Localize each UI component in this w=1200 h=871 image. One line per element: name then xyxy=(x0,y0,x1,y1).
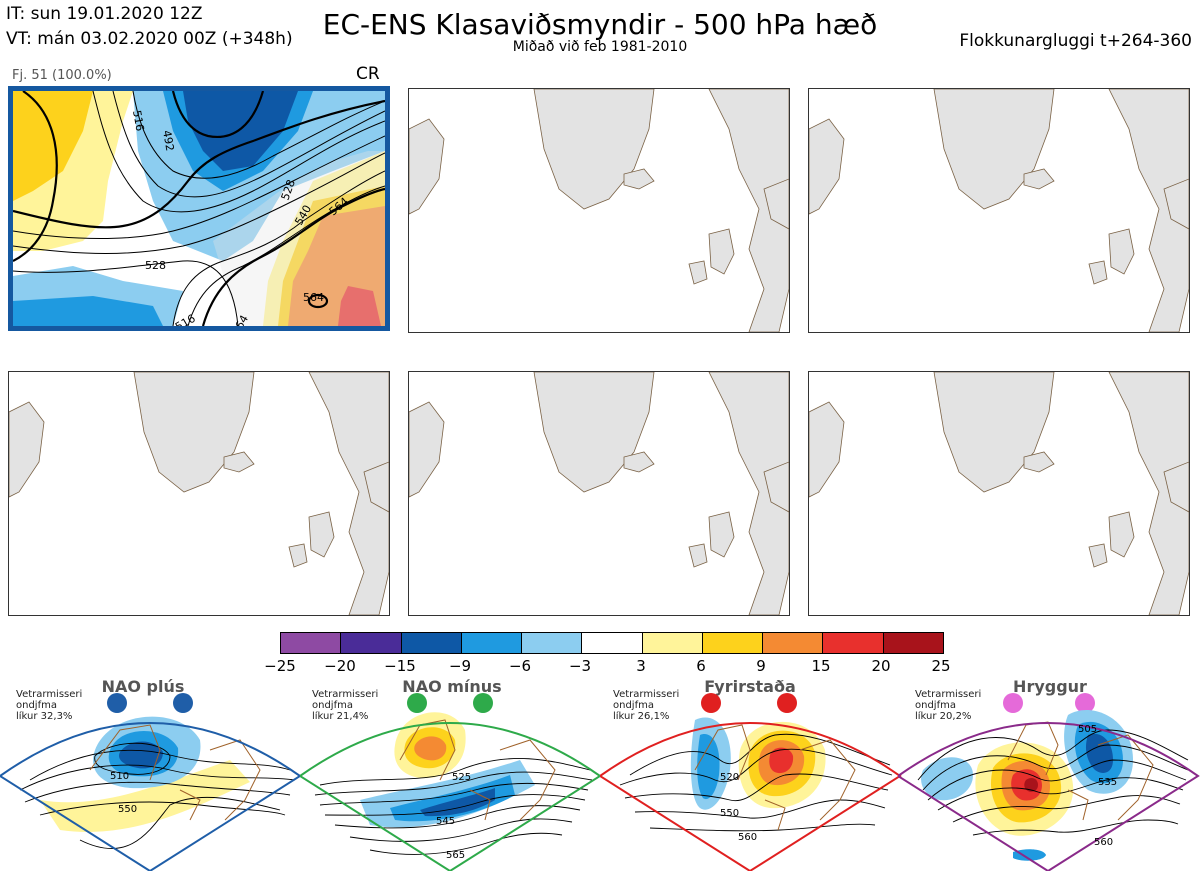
contour-label: 516 xyxy=(173,312,198,326)
contour-label: 535 xyxy=(1098,777,1117,788)
colorbar-label: −15 xyxy=(384,657,416,675)
colorbar-swatch xyxy=(582,633,643,653)
colorbar-swatch xyxy=(642,633,703,653)
regime-name-nao-minus: NAO mínus xyxy=(402,677,502,696)
colorbar-swatch xyxy=(702,633,764,653)
contour-label: 550 xyxy=(720,808,739,819)
page-title: EC-ENS Klasaviðsmyndir - 500 hPa hæð xyxy=(322,8,878,41)
cluster-map-5[interactable] xyxy=(408,371,790,616)
regime-info-line: Vetrarmisseri xyxy=(613,689,680,700)
regime-dot xyxy=(407,693,427,713)
regime-info-line: ondjfma xyxy=(613,700,654,711)
contour-label: 516 xyxy=(130,109,146,132)
member-count-label: Fj. 51 (100.0%) xyxy=(12,68,112,83)
regime-info-line: Vetrarmisseri xyxy=(915,689,982,700)
regime-dot xyxy=(173,693,193,713)
page-subtitle: Miðað við feb 1981-2010 xyxy=(512,39,688,55)
regime-info-line: líkur 20,2% xyxy=(915,711,972,722)
contour-label: 545 xyxy=(436,816,455,827)
colorbar-label: 9 xyxy=(756,657,766,675)
contour-label: 525 xyxy=(452,772,471,783)
regime-dot xyxy=(107,693,127,713)
regime-info-line: ondjfma xyxy=(312,700,353,711)
regime-info-line: Vetrarmisseri xyxy=(312,689,379,700)
regime-info-line: líkur 32,3% xyxy=(16,711,73,722)
regime-name-nao-plus: NAO plús xyxy=(101,677,185,696)
regime-info-line: ondjfma xyxy=(16,700,57,711)
colorbar-label: −25 xyxy=(264,657,296,675)
colorbar-label: 20 xyxy=(871,657,891,675)
regime-info-nao-plus: Vetrarmisseri ondjfma líkur 32,3% xyxy=(16,689,82,722)
regime-name-blocking: Fyrirstaða xyxy=(704,677,796,696)
colorbar-label: 15 xyxy=(811,657,831,675)
colorbar-swatch xyxy=(763,633,824,653)
basemap xyxy=(409,89,789,332)
contour-label: 528 xyxy=(145,259,166,272)
basemap xyxy=(809,89,1189,332)
basemap xyxy=(409,372,789,615)
colorbar-label: −3 xyxy=(568,657,592,675)
contour-label: 564 xyxy=(303,291,324,304)
contour-label: 560 xyxy=(738,832,757,843)
regime-code-label: CR xyxy=(356,64,380,84)
contour-label: 565 xyxy=(446,850,465,861)
colorbar-label: −6 xyxy=(508,657,532,675)
contour-label: 550 xyxy=(118,804,137,815)
initial-time: IT: sun 19.01.2020 12Z xyxy=(6,4,203,24)
regime-map-blocking[interactable]: 520 550 560 xyxy=(600,690,902,871)
colorbar xyxy=(280,632,944,654)
regime-dot xyxy=(701,693,721,713)
regime-dot xyxy=(1075,693,1095,713)
basemap xyxy=(9,372,389,615)
cluster-map-3[interactable] xyxy=(808,88,1190,333)
colorbar-swatch xyxy=(883,633,943,653)
colorbar-swatch xyxy=(341,633,402,653)
contour-label: 560 xyxy=(1094,837,1113,848)
regime-map-nao-plus[interactable]: 510 550 xyxy=(0,690,302,871)
colorbar-label: 6 xyxy=(696,657,706,675)
colorbar-label: 25 xyxy=(931,657,951,675)
colorbar-swatch xyxy=(823,633,884,653)
regime-info-line: ondjfma xyxy=(915,700,956,711)
cluster-map-1[interactable]: 516 492 528 540 564 528 564 516 564 xyxy=(8,86,390,331)
regime-map-nao-minus[interactable]: 525 545 565 xyxy=(300,690,602,871)
regime-dot xyxy=(1003,693,1023,713)
cluster-map-1-svg: 516 492 528 540 564 528 564 516 564 xyxy=(13,91,385,326)
colorbar-label: 3 xyxy=(636,657,646,675)
contour-label: 510 xyxy=(110,771,129,782)
cluster-map-6[interactable] xyxy=(808,371,1190,616)
regime-map-ridge[interactable]: 505 535 560 xyxy=(898,690,1200,871)
contour-label: 505 xyxy=(1078,724,1097,735)
colorbar-swatch xyxy=(401,633,462,653)
valid-time: VT: mán 03.02.2020 00Z (+348h) xyxy=(6,29,293,49)
regime-info-line: Vetrarmisseri xyxy=(16,689,83,700)
cluster-map-4[interactable] xyxy=(8,371,390,616)
regime-info-nao-minus: Vetrarmisseri ondjfma líkur 21,4% xyxy=(312,689,378,722)
cluster-map-2[interactable] xyxy=(408,88,790,333)
colorbar-label: −9 xyxy=(448,657,472,675)
colorbar-swatch xyxy=(461,633,523,653)
classification-window: Flokkunargluggi t+264-360 xyxy=(959,31,1192,51)
regime-dot xyxy=(777,693,797,713)
regime-info-line: líkur 21,4% xyxy=(312,711,369,722)
contour-label: 520 xyxy=(720,772,739,783)
regime-info-blocking: Vetrarmisseri ondjfma líkur 26,1% xyxy=(613,689,679,722)
contour-label: 492 xyxy=(160,129,176,152)
regime-dot xyxy=(473,693,493,713)
colorbar-swatch xyxy=(281,633,342,653)
colorbar-swatch xyxy=(522,633,583,653)
basemap xyxy=(809,372,1189,615)
regime-info-ridge: Vetrarmisseri ondjfma líkur 20,2% xyxy=(915,689,981,722)
regime-info-line: líkur 26,1% xyxy=(613,711,670,722)
regime-name-ridge: Hryggur xyxy=(1013,677,1087,696)
colorbar-label: −20 xyxy=(324,657,356,675)
